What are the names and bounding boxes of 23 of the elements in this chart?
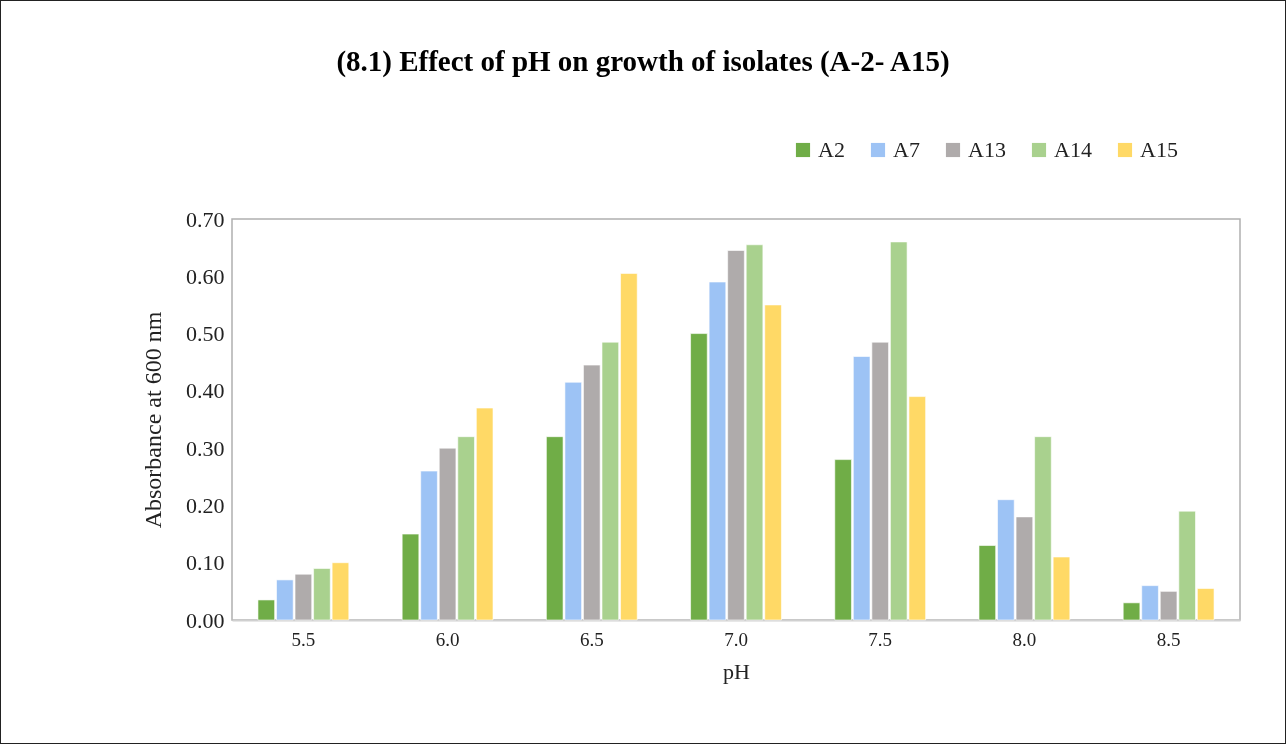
x-tick-label: 7.0 (724, 628, 748, 650)
x-tick-label: 7.5 (868, 628, 893, 650)
x-axis-title: pH (723, 658, 751, 684)
legend-label: A14 (1054, 137, 1092, 162)
y-tick-label: 0.60 (186, 263, 225, 289)
y-tick-label: 0.10 (186, 550, 225, 576)
y-tick-label: 0.20 (186, 492, 225, 518)
x-tick-label: 5.5 (291, 628, 316, 650)
x-tick-label: 8.0 (1012, 628, 1037, 650)
x-tick-label: 6.5 (579, 628, 604, 650)
x-tick-label: 6.0 (435, 628, 460, 650)
y-tick-label: 0.00 (186, 607, 225, 633)
legend-label: A15 (1140, 137, 1178, 162)
legend-label: A2 (818, 137, 845, 162)
legend-label: A7 (893, 137, 920, 162)
chart-title: (8.1) Effect of pH on growth of isolates (A-2- A15) (336, 45, 950, 78)
y-tick-label: 0.50 (186, 321, 225, 347)
legend-label: A13 (968, 137, 1006, 162)
y-tick-label: 0.30 (186, 435, 225, 461)
y-axis-title: Absorbance at 600 nm (140, 311, 166, 529)
x-tick-label: 8.5 (1156, 628, 1181, 650)
y-tick-label: 0.40 (186, 378, 225, 404)
y-tick-label: 0.70 (186, 206, 225, 232)
